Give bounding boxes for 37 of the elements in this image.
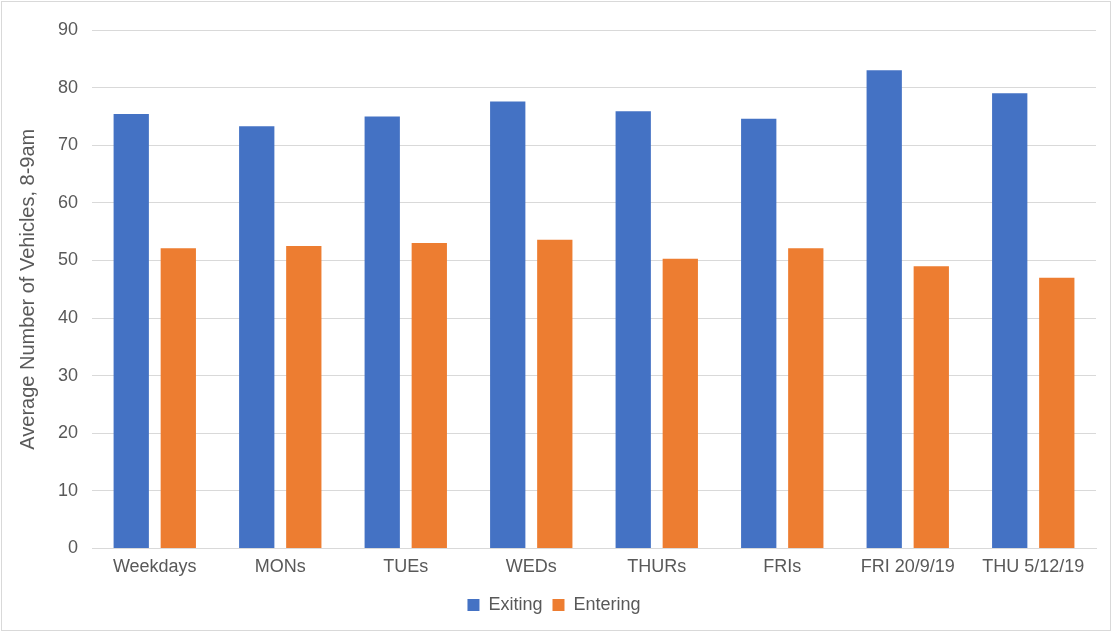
x-tick-label: WEDs [505,556,557,577]
y-tick-label: 20 [57,422,79,443]
x-tick-label: Weekdays [112,556,197,577]
bar [866,70,902,548]
bar [411,243,447,548]
bar [286,246,322,548]
bar [788,248,824,548]
legend-label: Exiting [488,593,543,614]
y-axis-title: Average Number of Vehicles, 8-9am [15,128,38,450]
y-tick-label: 70 [57,134,79,155]
y-tick-label: 90 [57,18,79,39]
bar [662,258,698,548]
legend-label: Entering [573,593,641,614]
bar [113,114,149,548]
y-tick-label: 50 [57,249,79,270]
x-tick-label: TUEs [383,556,429,577]
bar [741,118,777,548]
y-tick-label: 0 [68,537,79,558]
y-tick-label: 30 [57,364,79,385]
bar [913,266,949,548]
y-tick-label: 80 [57,76,79,97]
bar [537,239,573,548]
x-tick-label: THU 5/12/19 [982,556,1085,577]
y-tick-label: 10 [57,479,79,500]
x-tick-label: MONs [254,556,306,577]
bar [490,101,526,548]
bar [992,93,1028,548]
bar [1039,277,1075,548]
bar [160,248,196,548]
x-tick-label: FRIs [763,556,802,577]
x-tick-label: THURs [627,556,687,577]
bar [615,111,651,548]
y-tick-label: 40 [57,306,79,327]
y-tick-label: 60 [57,191,79,212]
bar [364,116,400,548]
x-tick-label: FRI 20/9/19 [860,556,955,577]
bar [239,126,275,548]
